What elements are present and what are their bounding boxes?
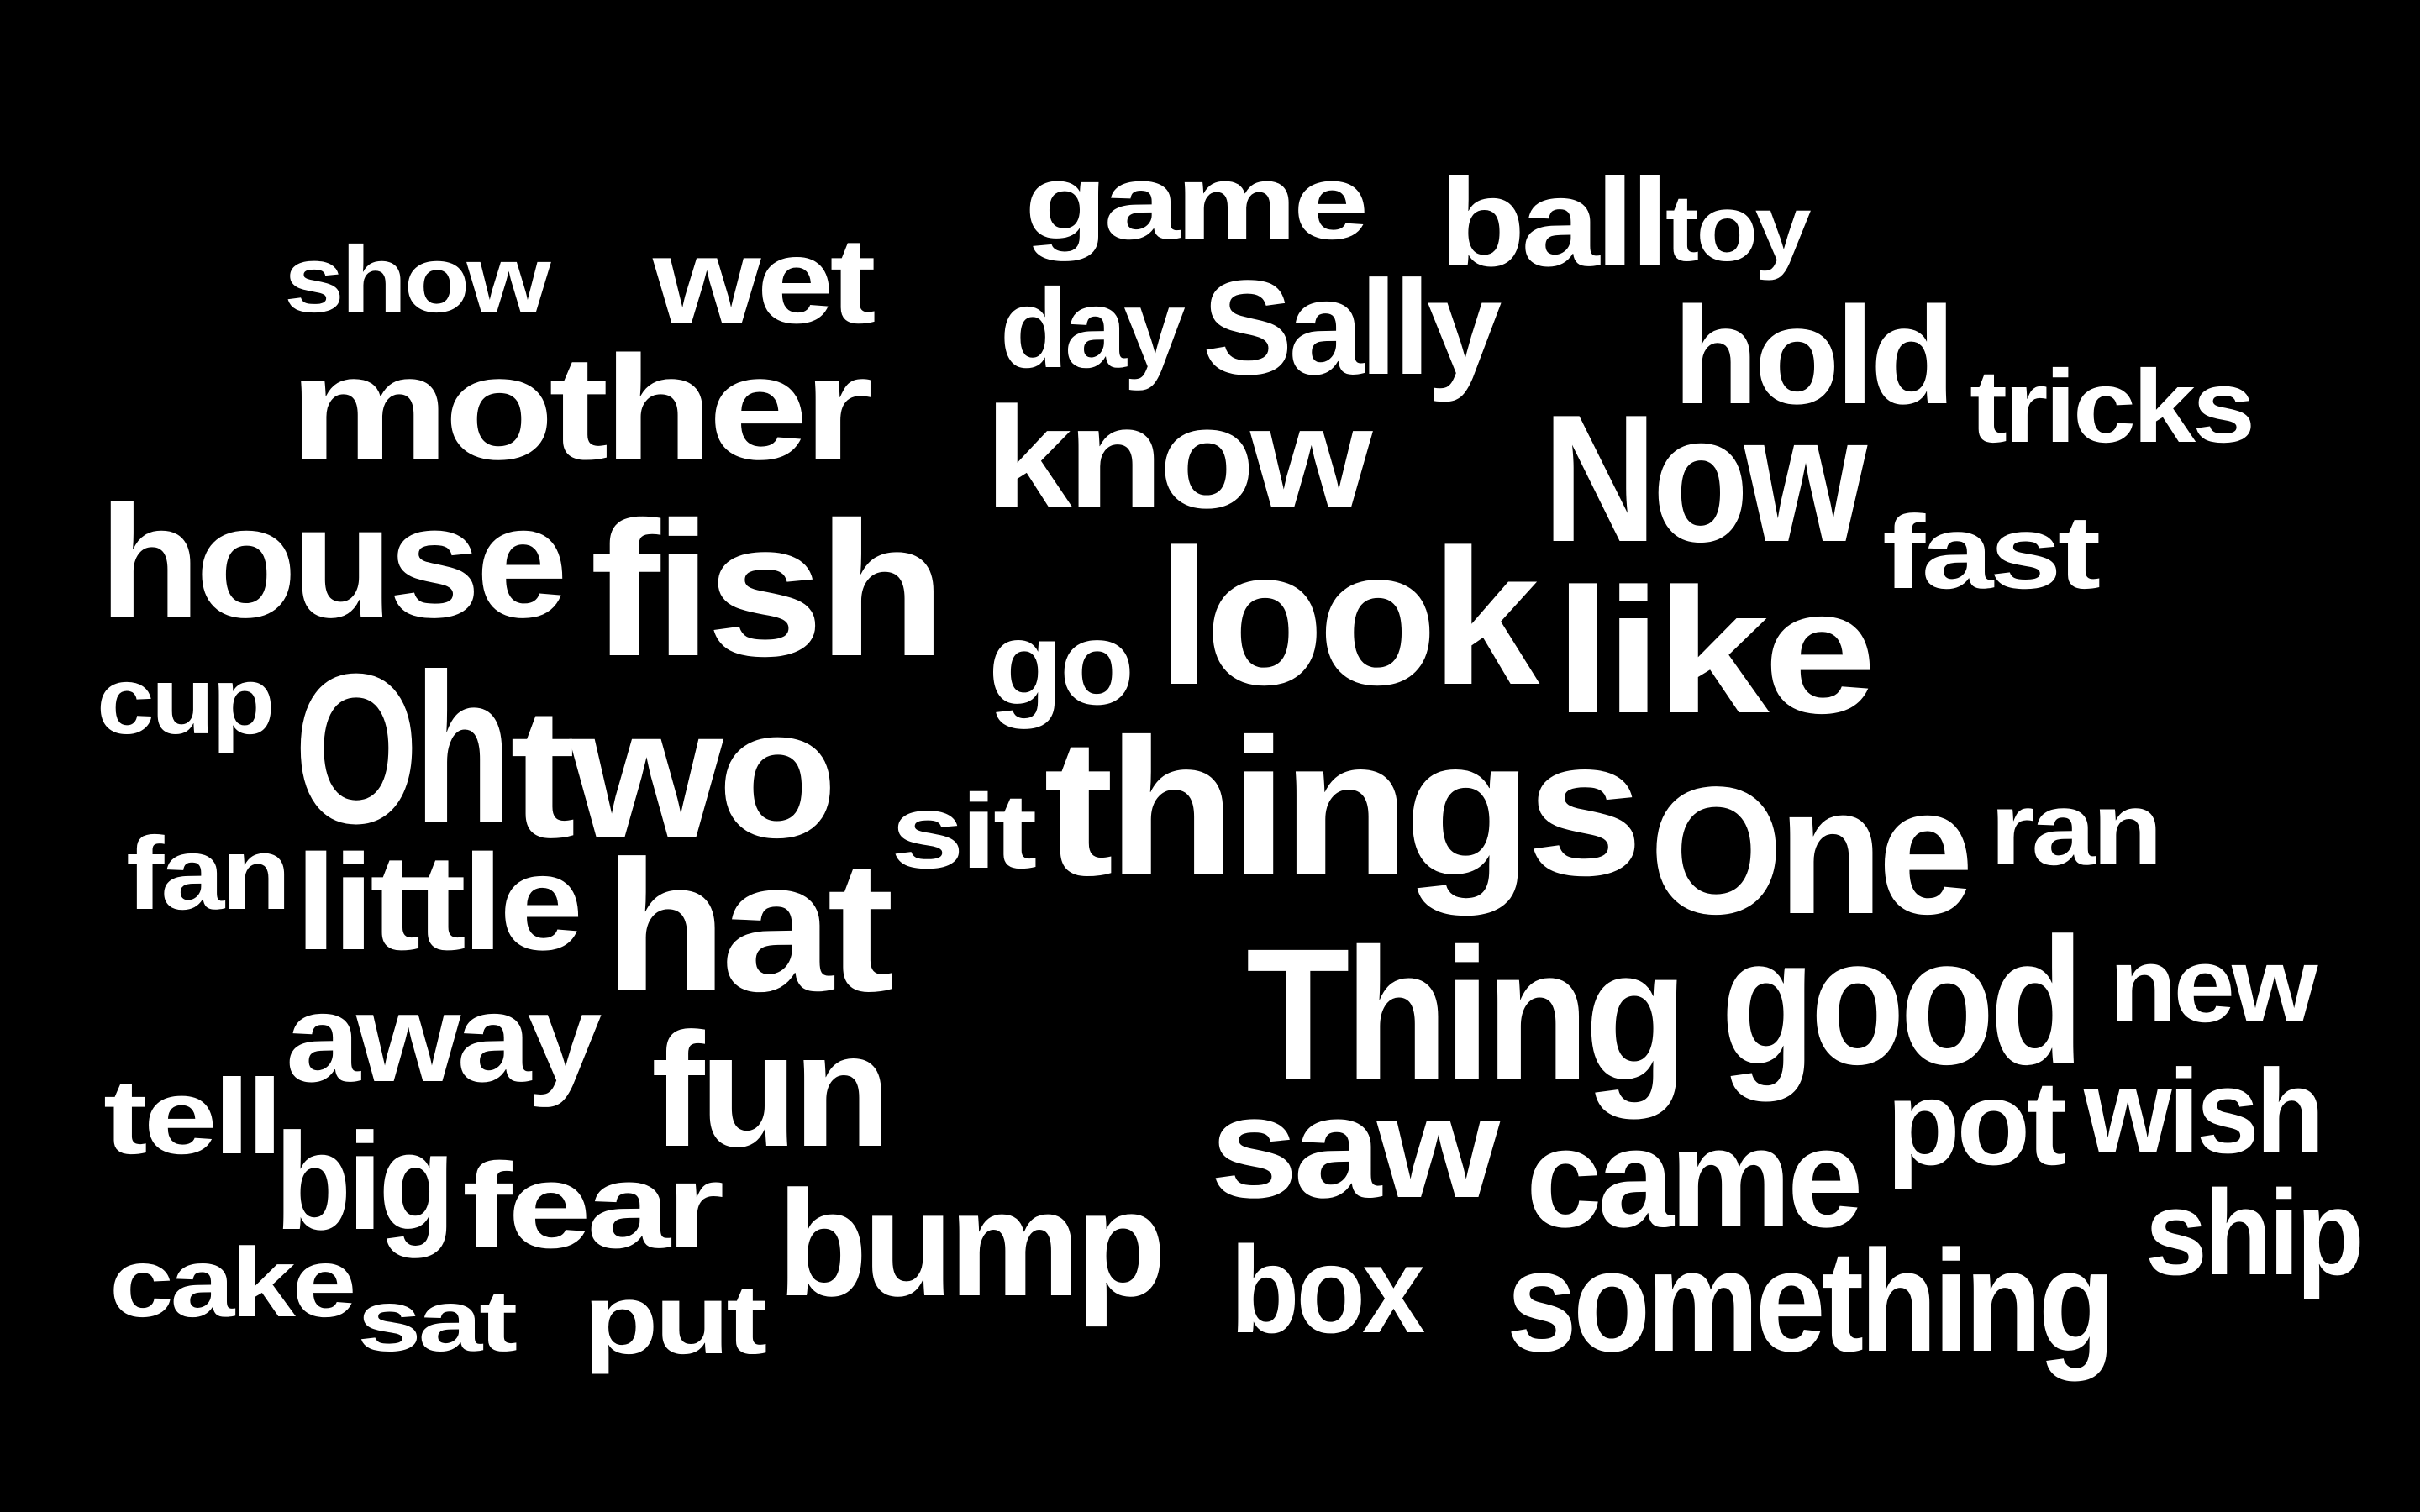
word-fish: fish	[590, 483, 947, 696]
word-fast: fast	[1882, 495, 2101, 611]
word-fear: fear	[462, 1138, 724, 1273]
word-new: new	[2109, 925, 2318, 1044]
word-sat: sat	[357, 1273, 518, 1370]
word-ship: ship	[2145, 1165, 2365, 1300]
word-show: show	[284, 227, 551, 332]
word-look: look	[1157, 509, 1539, 725]
word-away: away	[286, 968, 602, 1108]
word-things: things	[1044, 699, 1644, 916]
word-sit: sit	[891, 772, 1037, 890]
word-sally: Sally	[1202, 252, 1502, 402]
word-know: know	[985, 377, 1373, 538]
word-wet: wet	[653, 213, 876, 349]
word-put: put	[583, 1264, 767, 1375]
word-one: One	[1649, 748, 1974, 952]
word-ran: ran	[1990, 771, 2163, 887]
word-day: day	[1000, 266, 1186, 391]
word-something: something	[1507, 1221, 2116, 1382]
word-hold: hold	[1673, 278, 1955, 433]
word-little: little	[295, 827, 583, 979]
word-tricks: tricks	[1970, 349, 2255, 465]
word-oh: Oh	[294, 629, 512, 868]
word-game: game	[1024, 142, 1369, 261]
word-pot: pot	[1886, 1057, 2067, 1190]
word-good: good	[1721, 900, 2084, 1102]
word-go: go	[988, 596, 1134, 729]
word-saw: saw	[1210, 1067, 1500, 1228]
word-two: two	[510, 669, 838, 876]
word-fun: fun	[651, 999, 891, 1180]
word-cup: cup	[97, 648, 275, 753]
word-ball: ball	[1439, 152, 1670, 292]
word-like: like	[1555, 551, 1876, 750]
word-thing: Thing	[1246, 910, 1688, 1120]
word-tell: tell	[103, 1057, 283, 1176]
word-now: Now	[1543, 376, 1867, 580]
word-mother: mother	[289, 326, 873, 491]
word-wish: wish	[2084, 1045, 2325, 1179]
word-cake: cake	[109, 1227, 356, 1337]
word-box: box	[1230, 1221, 1425, 1359]
word-came: came	[1526, 1099, 1863, 1257]
word-fan: fan	[126, 816, 292, 932]
word-bump: bump	[777, 1159, 1166, 1327]
word-house: house	[99, 473, 568, 651]
word-big: big	[275, 1105, 455, 1258]
word-hat: hat	[604, 822, 894, 1031]
word-toy: toy	[1665, 176, 1812, 281]
